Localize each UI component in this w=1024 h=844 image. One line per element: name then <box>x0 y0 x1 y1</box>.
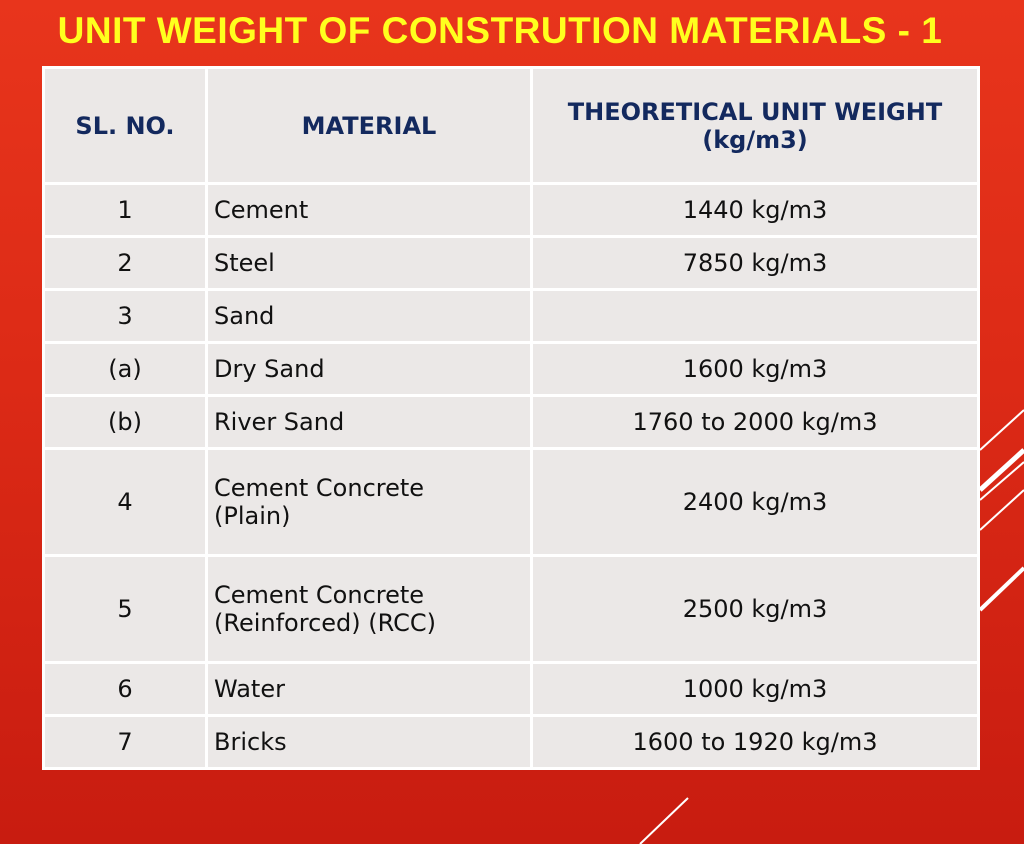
row-weight: 2500 kg/m3 <box>530 554 980 664</box>
row-material: Bricks <box>205 714 533 770</box>
row-sl: 7 <box>42 714 208 770</box>
row-weight: 1600 kg/m3 <box>530 341 980 397</box>
table-row: (a) Dry Sand 1600 kg/m3 <box>42 341 980 397</box>
unit-weight-table: SL. NO. MATERIAL THEORETICAL UNIT WEIGHT… <box>42 66 980 770</box>
row-sl: (b) <box>42 394 208 450</box>
row-material: Water <box>205 661 533 717</box>
row-material: Cement <box>205 182 533 238</box>
row-sl: 2 <box>42 235 208 291</box>
row-material: Cement Concrete (Plain) <box>205 447 533 557</box>
table-header-row: SL. NO. MATERIAL THEORETICAL UNIT WEIGHT… <box>42 66 980 185</box>
row-sl: 4 <box>42 447 208 557</box>
header-weight-unit: (kg/m3) <box>702 125 808 154</box>
row-sl: 5 <box>42 554 208 664</box>
row-material: Cement Concrete (Reinforced) (RCC) <box>205 554 533 664</box>
row-material-line2: (Reinforced) (RCC) <box>214 609 436 637</box>
table-row: 2 Steel 7850 kg/m3 <box>42 235 980 291</box>
row-material: River Sand <box>205 394 533 450</box>
row-sl: (a) <box>42 341 208 397</box>
row-material-line2: (Plain) <box>214 502 291 530</box>
row-material: Dry Sand <box>205 341 533 397</box>
row-weight: 1440 kg/m3 <box>530 182 980 238</box>
row-weight: 1760 to 2000 kg/m3 <box>530 394 980 450</box>
page-title: UNIT WEIGHT OF CONSTRUTION MATERIALS - 1 <box>57 10 943 51</box>
row-material-line1: Cement Concrete <box>214 581 425 609</box>
table-row: (b) River Sand 1760 to 2000 kg/m3 <box>42 394 980 450</box>
table-row: 4 Cement Concrete (Plain) 2400 kg/m3 <box>42 447 980 557</box>
row-sl: 3 <box>42 288 208 344</box>
table-row: 7 Bricks 1600 to 1920 kg/m3 <box>42 714 980 770</box>
table-row: 1 Cement 1440 kg/m3 <box>42 182 980 238</box>
table-row: 3 Sand <box>42 288 980 344</box>
row-material: Sand <box>205 288 533 344</box>
table-row: 5 Cement Concrete (Reinforced) (RCC) 250… <box>42 554 980 664</box>
header-weight-line1: THEORETICAL UNIT WEIGHT <box>567 97 943 126</box>
header-sl-no: SL. NO. <box>42 66 208 185</box>
row-weight <box>530 288 980 344</box>
row-material-line1: Cement Concrete <box>214 474 425 502</box>
row-weight: 7850 kg/m3 <box>530 235 980 291</box>
header-weight: THEORETICAL UNIT WEIGHT (kg/m3) <box>530 66 980 185</box>
row-weight: 1600 to 1920 kg/m3 <box>530 714 980 770</box>
row-sl: 6 <box>42 661 208 717</box>
header-material: MATERIAL <box>205 66 533 185</box>
row-material: Steel <box>205 235 533 291</box>
table-row: 6 Water 1000 kg/m3 <box>42 661 980 717</box>
row-weight: 1000 kg/m3 <box>530 661 980 717</box>
row-weight: 2400 kg/m3 <box>530 447 980 557</box>
row-sl: 1 <box>42 182 208 238</box>
